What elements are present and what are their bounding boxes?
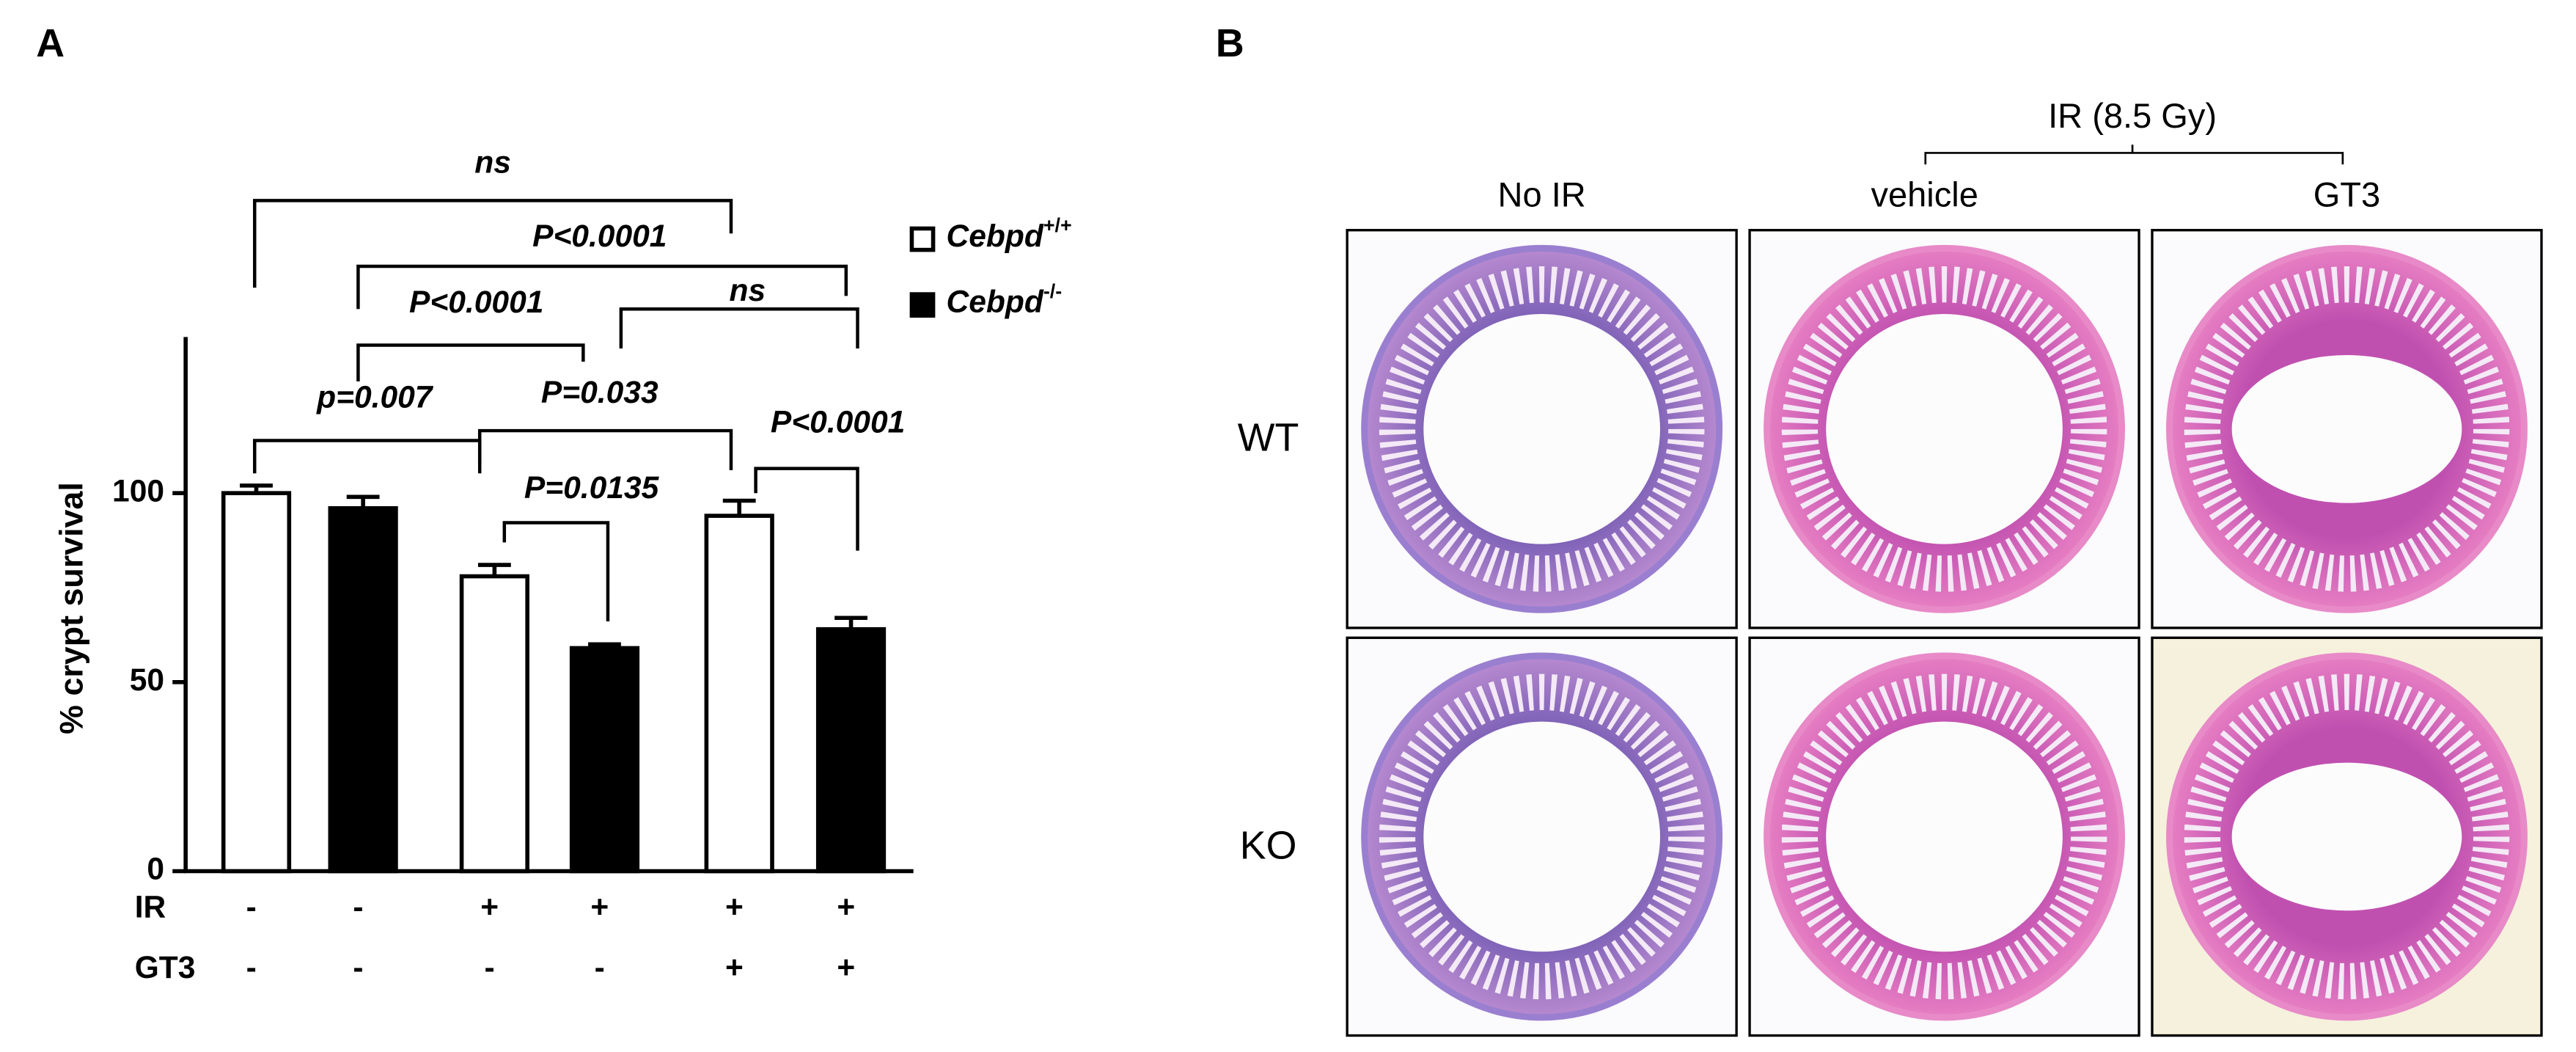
panel-label: A: [36, 21, 65, 65]
row-label: WT: [1238, 416, 1299, 460]
tissue-villi: [1379, 673, 1705, 1000]
tissue-villi: [1781, 673, 2107, 1000]
group-bracket: [1924, 145, 2344, 165]
comparison-bracket: [619, 307, 859, 349]
comparison-label: P<0.0001: [532, 219, 667, 254]
row-sign: +: [590, 889, 609, 924]
legend-label: Cebpd+/+: [946, 214, 1071, 254]
column-label: No IR: [1498, 175, 1586, 213]
row-label: IR: [135, 889, 166, 924]
row-label: GT3: [135, 950, 196, 985]
panel-label: B: [1216, 21, 1244, 65]
bar: [221, 491, 292, 874]
row-label: KO: [1240, 823, 1297, 867]
legend-swatch: [909, 292, 936, 318]
comparison-bracket: [253, 439, 482, 474]
comparison-bracket: [502, 521, 610, 621]
comparison-bracket: [253, 199, 733, 288]
bar: [704, 514, 774, 874]
comparison-label: P=0.0135: [524, 470, 660, 505]
tissue-villi: [1379, 266, 1705, 592]
bar: [569, 646, 640, 874]
comparison-label: p=0.007: [316, 380, 434, 415]
legend-superscript: -/-: [1043, 280, 1062, 302]
group-label: IR (8.5 Gy): [2048, 96, 2217, 135]
y-tick-label: 50: [130, 662, 164, 698]
row-sign: +: [725, 950, 744, 985]
bar: [328, 506, 398, 874]
tissue-lumen: [1826, 721, 2063, 952]
comparison-label: P<0.0001: [771, 404, 905, 439]
row-sign: -: [246, 950, 257, 985]
legend-swatch: [909, 226, 936, 252]
tissue-lumen: [1423, 313, 1660, 544]
y-tick-label: 100: [112, 473, 164, 508]
row-sign: -: [485, 950, 495, 985]
y-tick-label: 0: [147, 852, 164, 887]
legend-name: Cebpd: [946, 219, 1043, 254]
comparison-bracket: [356, 343, 585, 381]
histology-panel: IR (8.5 Gy) No IR vehicle GT3 WT KO: [1238, 96, 2543, 1037]
tissue-lumen: [2231, 762, 2462, 911]
comparison-label: ns: [730, 273, 766, 308]
row-sign: +: [480, 889, 499, 924]
tissue-lumen: [1826, 313, 2063, 544]
legend-label: Cebpd-/-: [946, 280, 1062, 320]
bar: [815, 627, 887, 874]
row-sign: +: [837, 950, 855, 985]
tissue-villi: [2184, 266, 2510, 592]
row-sign: -: [353, 889, 363, 924]
tissue-lumen: [1423, 721, 1660, 952]
comparison-label: P<0.0001: [409, 285, 543, 320]
comparison-bracket: [356, 264, 848, 310]
column-label: GT3: [2313, 175, 2380, 213]
y-axis-label: % crypt survival: [54, 482, 90, 734]
legend-name: Cebpd: [946, 285, 1043, 320]
row-sign: +: [837, 889, 855, 924]
row-sign: +: [725, 889, 744, 924]
tissue-villi: [1781, 266, 2107, 592]
row-sign: -: [246, 889, 257, 924]
comparison-bracket: [754, 467, 859, 551]
comparison-label: P=0.033: [541, 375, 658, 410]
column-label: vehicle: [1871, 175, 1978, 213]
comparison-bracket: [477, 428, 733, 470]
row-sign: -: [595, 950, 605, 985]
tissue-lumen: [2231, 354, 2462, 503]
row-sign: -: [353, 950, 363, 985]
legend-superscript: +/+: [1043, 214, 1072, 236]
bar: [459, 574, 529, 874]
tissue-villi: [2184, 673, 2510, 1000]
comparison-label: ns: [474, 145, 511, 180]
